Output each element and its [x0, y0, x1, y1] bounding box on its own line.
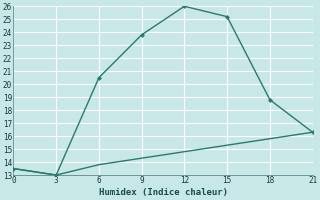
- X-axis label: Humidex (Indice chaleur): Humidex (Indice chaleur): [99, 188, 228, 197]
